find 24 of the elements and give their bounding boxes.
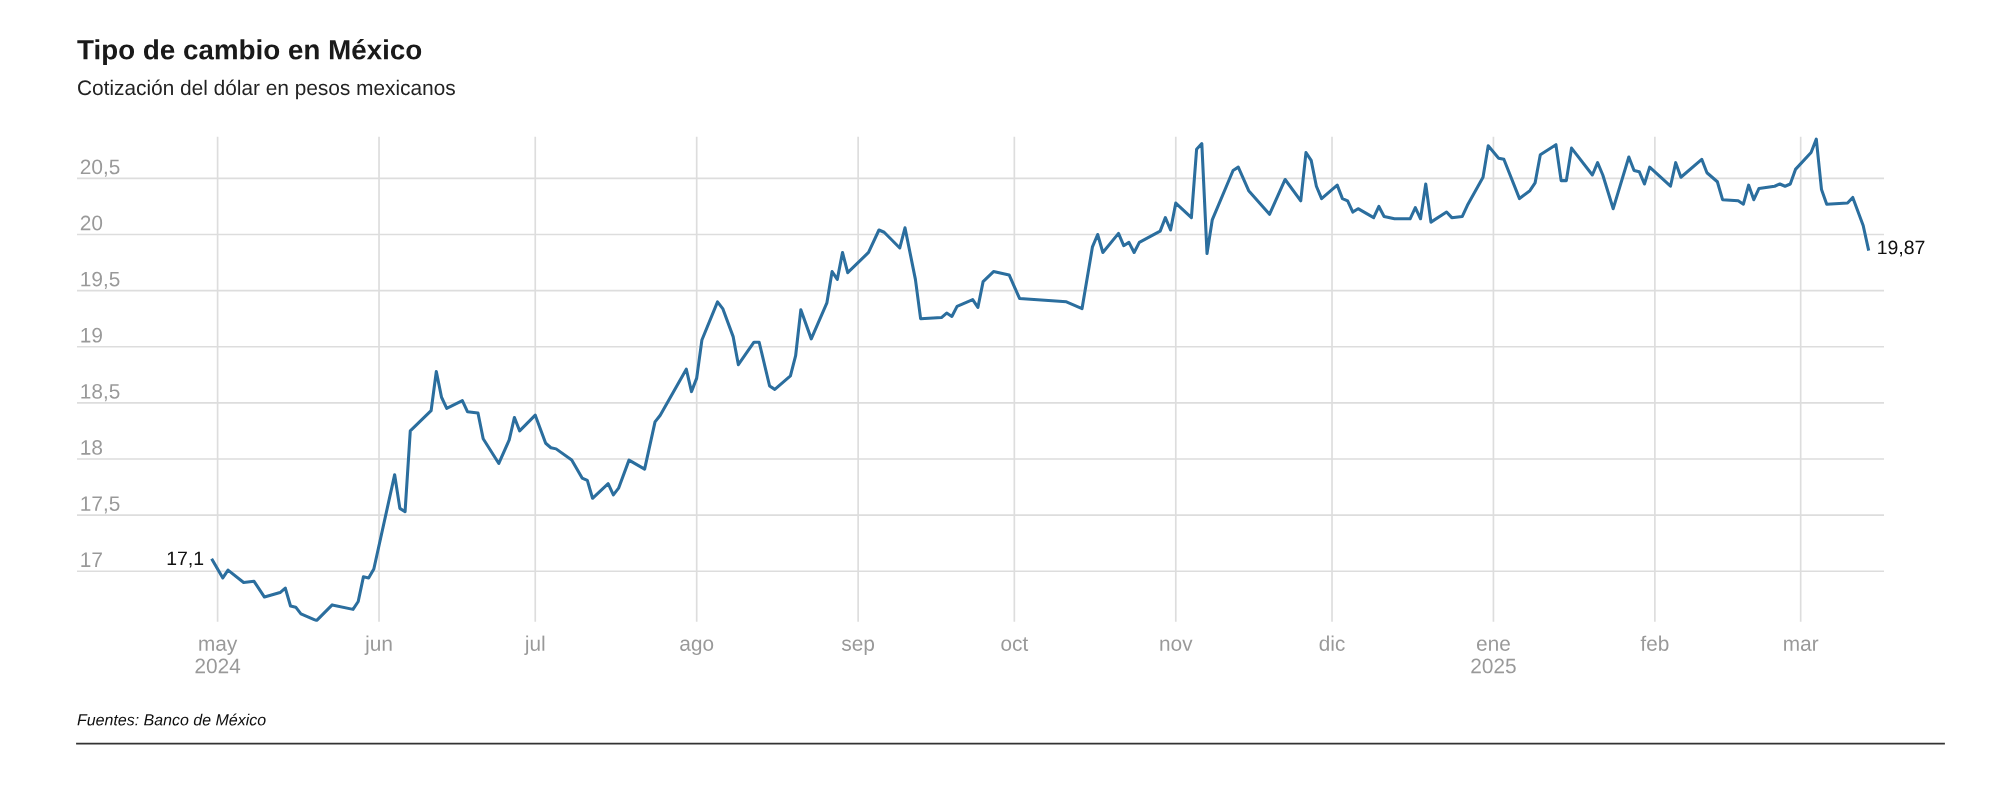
- x-tick-label: oct: [1001, 637, 1029, 651]
- x-tick-label: dic: [1319, 635, 1345, 651]
- chart-title: Tipo de cambio en México: [77, 38, 422, 66]
- y-tick-label: 18,5: [81, 383, 120, 402]
- x-tick-label: ene 2025: [1471, 639, 1516, 674]
- chart-subtitle: Cotización del dólar en pesos mexicanos: [78, 79, 455, 100]
- x-tick-label: feb: [1640, 635, 1669, 651]
- annotation: 19,87: [1878, 240, 1925, 257]
- y-tick-label: 19,5: [81, 271, 120, 289]
- x-tick-label: sep: [841, 639, 875, 656]
- y-tick-label: 19: [81, 327, 102, 343]
- x-tick-label: jul: [524, 635, 545, 656]
- y-tick-label: 17,5: [81, 496, 120, 514]
- y-tick-label: 20: [80, 215, 103, 231]
- annotation: 17,1: [167, 551, 204, 568]
- source-note: Fuentes: Banco de México: [77, 713, 266, 726]
- x-tick-label: jun: [364, 635, 392, 656]
- y-tick-label: 17: [81, 552, 102, 567]
- x-tick-label: mar: [1784, 639, 1819, 651]
- x-tick-label: ago: [680, 639, 714, 656]
- y-tick-label: 18: [81, 440, 103, 455]
- x-tick-label: may 2024: [195, 639, 241, 674]
- y-tick-label: 20,5: [80, 159, 120, 177]
- x-tick-label: nov: [1160, 639, 1193, 651]
